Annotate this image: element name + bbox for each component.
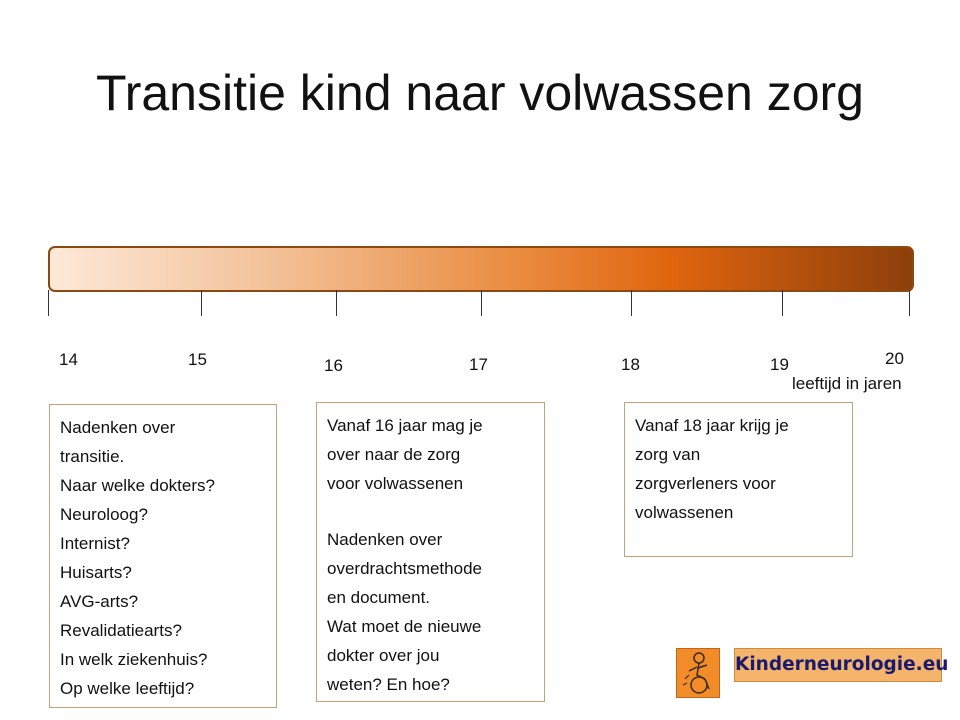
box-line: zorg van: [635, 445, 701, 464]
box-line: Wat moet de nieuwe: [327, 617, 482, 636]
tick-label-18: 18: [621, 355, 640, 374]
tick-label-14: 14: [59, 350, 78, 369]
tick-15: [201, 290, 202, 316]
box-line: AVG-arts?: [60, 592, 139, 611]
tick-16: [336, 290, 337, 316]
box-line: over naar de zorg: [327, 445, 461, 464]
box-line: Nadenken over: [327, 530, 443, 549]
info-box-age-14: Nadenken over transitie. Naar welke dokt…: [49, 404, 277, 708]
tick-17: [481, 290, 482, 316]
tick-label-16: 16: [324, 356, 343, 375]
box-line: Revalidatiearts?: [60, 621, 182, 640]
tick-20: [909, 290, 910, 316]
box-line: Vanaf 18 jaar krijg je: [635, 416, 789, 435]
info-box-age-18: Vanaf 18 jaar krijg je zorg van zorgverl…: [624, 402, 853, 557]
page-title: Transitie kind naar volwassen zorg: [96, 65, 864, 121]
tick-label-19: 19: [770, 355, 789, 374]
box-line: en document.: [327, 588, 431, 607]
box-line: volwassenen: [635, 503, 734, 522]
box-line: voor volwassenen: [327, 474, 464, 493]
tick-label-20: 20: [885, 349, 904, 368]
box-line: Op welke leeftijd?: [60, 679, 195, 698]
box-line: Vanaf 16 jaar mag je: [327, 416, 483, 435]
tick-label-15: 15: [188, 350, 207, 369]
tick-19: [782, 290, 783, 316]
box-line: Nadenken over: [60, 418, 176, 437]
box-line: transitie.: [60, 447, 125, 466]
tick-label-17: 17: [469, 355, 488, 374]
child-wheelchair-icon: [676, 648, 720, 698]
logo-text: Kinderneurologie.eu: [734, 648, 948, 682]
info-box-age-16: Vanaf 16 jaar mag je over naar de zorg v…: [316, 402, 545, 702]
timeline-bar: [48, 246, 914, 292]
box-line: dokter over jou: [327, 646, 440, 665]
box-line: In welk ziekenhuis?: [60, 650, 208, 669]
box-line: Naar welke dokters?: [60, 476, 215, 495]
axis-unit-label: leeftijd in jaren: [792, 374, 902, 393]
box-line: Neuroloog?: [60, 505, 148, 524]
tick-18: [631, 290, 632, 316]
paragraph-gap: [327, 498, 534, 525]
box-line: weten? En hoe?: [327, 675, 450, 694]
box-line: overdrachtsmethode: [327, 559, 482, 578]
box-line: Huisarts?: [60, 563, 132, 582]
box-line: zorgverleners voor: [635, 474, 776, 493]
box-line: Internist?: [60, 534, 130, 553]
tick-14: [48, 290, 49, 316]
